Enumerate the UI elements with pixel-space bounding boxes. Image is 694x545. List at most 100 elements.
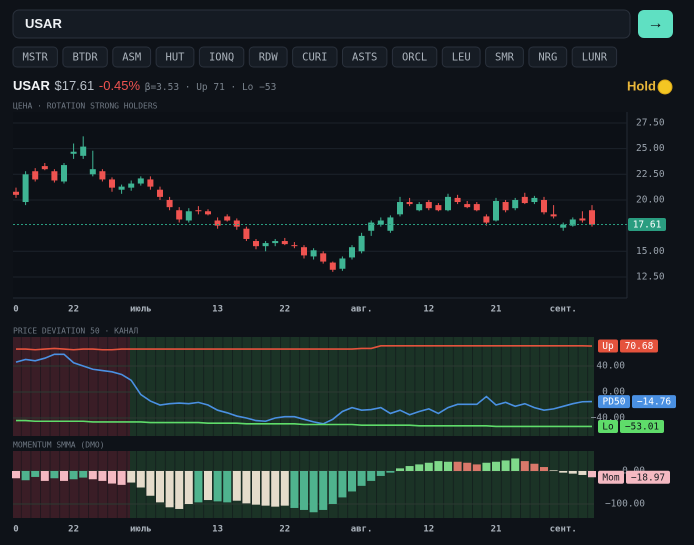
price-plot [13, 112, 627, 298]
candle-body [521, 196, 528, 204]
label-box [598, 470, 624, 484]
search-box[interactable] [12, 9, 631, 39]
ticker-chip[interactable] [62, 46, 108, 68]
stats: β=3.53 · Up 71 · Lo −53 [145, 82, 277, 93]
candle-body [502, 202, 509, 211]
signal-dot [657, 79, 673, 95]
bar [165, 471, 174, 508]
x-tick-label: июль [130, 305, 152, 315]
ticker-chip[interactable] [292, 46, 338, 68]
candle-body [128, 183, 135, 188]
candle-body [406, 202, 413, 205]
ticker-chip[interactable] [198, 46, 245, 68]
search-text: USAR [25, 16, 62, 31]
bar [492, 461, 500, 472]
x-tick-label: 22 [279, 305, 290, 315]
bar [540, 467, 548, 472]
candle-body [349, 247, 355, 258]
ticker-chip[interactable] [112, 46, 152, 68]
bar [348, 471, 356, 492]
series-line [15, 353, 593, 425]
candle-body [253, 241, 259, 247]
x-tick-label: сент. [550, 525, 577, 535]
bar [136, 471, 145, 488]
bar [415, 464, 424, 472]
label-box [620, 339, 658, 353]
bar [405, 466, 414, 472]
bar [223, 471, 232, 503]
ticker-chip[interactable] [155, 46, 195, 68]
bar [79, 471, 88, 478]
candle-body [445, 196, 451, 211]
bar [472, 464, 481, 472]
bar [117, 471, 126, 485]
candle-body [339, 258, 346, 269]
ticker-chip[interactable] [391, 46, 438, 68]
bar [98, 471, 107, 481]
bar [338, 471, 347, 498]
candle-body [80, 146, 87, 156]
candle-body [51, 171, 58, 181]
ticker-chip[interactable] [248, 46, 288, 68]
candle-body [550, 214, 557, 217]
bar [309, 471, 318, 513]
candle-body [464, 204, 471, 208]
ticker-chips: MSTR BTDR ASM HUT IONQ RDW CURI ASTS ORCL LEU SMR N… [12, 46, 618, 68]
candle-body [579, 218, 586, 221]
bar [204, 471, 212, 501]
y-tick-label: 25.00 [636, 143, 665, 154]
bar [559, 471, 568, 473]
bar [146, 471, 155, 496]
bar [232, 471, 241, 501]
bar [376, 471, 385, 476]
ticker-chip[interactable] [571, 46, 618, 68]
y-tick-label: 20.00 [636, 194, 665, 205]
candle-body [512, 199, 519, 209]
ticker-chip[interactable] [528, 46, 568, 68]
candle-body [195, 210, 202, 212]
panel-title: PRICE DEVIATION 50 · КАНАЛ [13, 327, 138, 336]
candle-body [262, 243, 269, 247]
bar [511, 458, 520, 472]
bar [184, 471, 193, 505]
last-price-label: 17.61 [633, 220, 662, 231]
bar [156, 471, 164, 503]
x-tick-label: 22 [68, 525, 79, 535]
y-tick-label: 0.00 [602, 386, 625, 397]
go-button[interactable] [638, 10, 673, 38]
x-tick-label: 21 [491, 525, 502, 535]
candle-body [416, 204, 423, 211]
candle-body [205, 211, 211, 215]
candle-body [224, 216, 231, 221]
ticker-label: ASTS [352, 52, 377, 64]
bar [434, 461, 443, 472]
bar [357, 471, 366, 486]
bar [40, 471, 49, 481]
label-box [598, 419, 618, 433]
bar [12, 471, 20, 479]
last-price-box [628, 218, 666, 232]
bar [300, 471, 308, 510]
ticker-label: RDW [259, 52, 279, 64]
bar [175, 471, 184, 509]
candle-body [435, 205, 442, 211]
change: -0.45% [99, 78, 141, 93]
ticker-chip[interactable] [342, 46, 388, 68]
ticker-label: HUT [166, 52, 186, 64]
series-last-value: −53.01 [625, 421, 660, 432]
bar [194, 471, 203, 503]
bar [578, 471, 587, 475]
x-tick-label: 0 [13, 305, 18, 315]
bar [568, 471, 577, 474]
ticker-chip[interactable] [441, 46, 481, 68]
ticker-label: ASM [122, 52, 141, 64]
ticker-chip[interactable] [12, 46, 58, 68]
ticker-chip[interactable] [485, 46, 524, 68]
candle-body [176, 210, 183, 220]
series-name: Lo [602, 421, 614, 432]
candle-body [118, 186, 125, 190]
ticker-label: NRG [538, 52, 557, 64]
candle-body [454, 197, 461, 203]
label-box [598, 339, 618, 353]
x-tick-label: авг. [351, 305, 373, 315]
